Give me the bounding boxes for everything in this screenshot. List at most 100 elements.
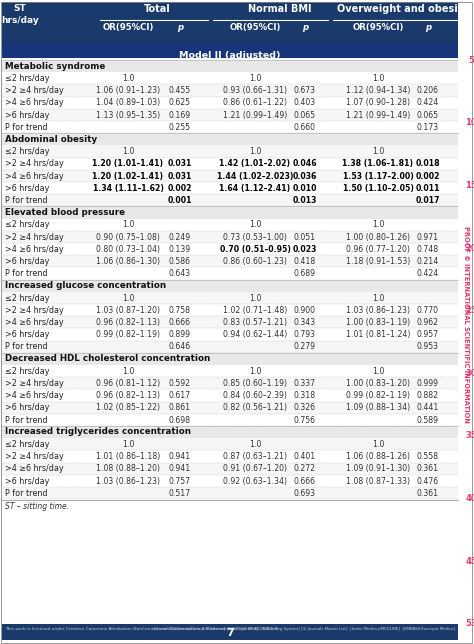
Text: 0.96 (0.82–1.13): 0.96 (0.82–1.13): [96, 391, 160, 400]
Bar: [2, 353, 458, 365]
Text: 0.017: 0.017: [416, 196, 440, 205]
Bar: [2, 206, 458, 218]
Text: Normal BMI: Normal BMI: [248, 4, 312, 14]
Text: 0.941: 0.941: [169, 452, 191, 461]
Text: 1.03 (0.86–1.23): 1.03 (0.86–1.23): [346, 306, 410, 315]
Text: 1.0: 1.0: [372, 74, 384, 83]
Text: >2 ≥4 hrs/day: >2 ≥4 hrs/day: [5, 232, 64, 242]
Bar: [2, 377, 458, 390]
Text: ST – sitting time.: ST – sitting time.: [5, 502, 69, 511]
Text: Increased triglycerides concentration: Increased triglycerides concentration: [5, 428, 191, 437]
Text: 0.586: 0.586: [169, 257, 191, 266]
Text: 0.96 (0.77–1.20): 0.96 (0.77–1.20): [346, 245, 410, 254]
Bar: [2, 365, 458, 377]
Text: Metabolic syndrome: Metabolic syndrome: [5, 61, 105, 70]
Text: 0.617: 0.617: [169, 391, 191, 400]
Text: 1.50 (1.10–2.05): 1.50 (1.10–2.05): [343, 184, 413, 193]
Bar: [2, 109, 458, 121]
Text: 0.337: 0.337: [294, 379, 316, 388]
Text: 0.558: 0.558: [417, 452, 439, 461]
Text: 0.85 (0.60–1.19): 0.85 (0.60–1.19): [223, 379, 287, 388]
Text: 1.21 (0.99–1.49): 1.21 (0.99–1.49): [223, 111, 287, 120]
Text: >4 ≥6 hrs/day: >4 ≥6 hrs/day: [5, 391, 64, 400]
Text: 0.643: 0.643: [169, 269, 191, 278]
Text: 0.036: 0.036: [293, 171, 317, 180]
Bar: [2, 72, 458, 84]
Text: ≤2 hrs/day: ≤2 hrs/day: [5, 294, 49, 303]
Text: >4 ≥6 hrs/day: >4 ≥6 hrs/day: [5, 171, 64, 180]
Bar: [2, 267, 458, 279]
Bar: [2, 475, 458, 487]
Bar: [2, 624, 458, 640]
Text: 1.0: 1.0: [122, 367, 134, 376]
Text: 0.051: 0.051: [294, 232, 316, 242]
Text: [Current Contents/Clinical Medicine]  [SCI Expanded]  [SI Alerting System] [IU J: [Current Contents/Clinical Medicine] [SC…: [154, 627, 455, 631]
Bar: [2, 438, 458, 450]
Text: 0.70 (0.51–0.95): 0.70 (0.51–0.95): [219, 245, 291, 254]
Text: 1.06 (0.86–1.30): 1.06 (0.86–1.30): [96, 257, 160, 266]
Text: 0.023: 0.023: [293, 245, 317, 254]
Text: 0.002: 0.002: [168, 184, 192, 193]
Text: 0.318: 0.318: [294, 391, 316, 400]
Text: 0.96 (0.81–1.12): 0.96 (0.81–1.12): [96, 379, 160, 388]
Text: ≤2 hrs/day: ≤2 hrs/day: [5, 440, 49, 449]
Text: Increased glucose concentration: Increased glucose concentration: [5, 281, 166, 290]
Text: 1.02 (0.71–1.48): 1.02 (0.71–1.48): [223, 306, 287, 315]
Text: 0.013: 0.013: [293, 196, 317, 205]
Text: >4 ≥6 hrs/day: >4 ≥6 hrs/day: [5, 99, 64, 108]
Text: P for trend: P for trend: [5, 123, 47, 132]
Bar: [2, 402, 458, 414]
Text: Model II (adjusted): Model II (adjusted): [179, 51, 281, 60]
Bar: [2, 487, 458, 499]
Text: P for trend: P for trend: [5, 415, 47, 424]
Bar: [2, 194, 458, 206]
Text: 1.02 (0.85–1.22): 1.02 (0.85–1.22): [96, 403, 160, 412]
Text: 0.86 (0.61–1.22): 0.86 (0.61–1.22): [223, 99, 287, 108]
Text: 1.09 (0.88–1.34): 1.09 (0.88–1.34): [346, 403, 410, 412]
Text: 0.882: 0.882: [417, 391, 439, 400]
Text: Overweight and obesity: Overweight and obesity: [337, 4, 469, 14]
Text: 0.065: 0.065: [417, 111, 439, 120]
Text: 0.73 (0.53–1.00): 0.73 (0.53–1.00): [223, 232, 287, 242]
Text: 0.424: 0.424: [417, 269, 439, 278]
Text: >6 hrs/day: >6 hrs/day: [5, 477, 49, 486]
Text: 0.770: 0.770: [417, 306, 439, 315]
Text: 1.01 (0.81–1.24): 1.01 (0.81–1.24): [346, 330, 410, 339]
Text: 0.517: 0.517: [169, 489, 191, 498]
Text: 0.758: 0.758: [169, 306, 191, 315]
Text: 5: 5: [468, 55, 474, 64]
Text: 1.20 (1.01–1.41): 1.20 (1.01–1.41): [92, 160, 164, 168]
Text: 0.592: 0.592: [169, 379, 191, 388]
Text: 0.031: 0.031: [168, 171, 192, 180]
Text: ≤2 hrs/day: ≤2 hrs/day: [5, 74, 49, 83]
Text: 1.0: 1.0: [372, 220, 384, 229]
Text: 0.326: 0.326: [294, 403, 316, 412]
Text: >6 hrs/day: >6 hrs/day: [5, 403, 49, 412]
Text: 1.06 (0.91–1.23): 1.06 (0.91–1.23): [96, 86, 160, 95]
Text: 15: 15: [465, 181, 474, 190]
Text: 0.589: 0.589: [417, 415, 439, 424]
Text: OR(95%CI): OR(95%CI): [352, 23, 404, 32]
Text: 0.757: 0.757: [169, 477, 191, 486]
Text: 0.279: 0.279: [294, 343, 316, 352]
Text: 0.169: 0.169: [169, 111, 191, 120]
Text: 1.08 (0.87–1.33): 1.08 (0.87–1.33): [346, 477, 410, 486]
Text: 0.139: 0.139: [169, 245, 191, 254]
Text: 0.476: 0.476: [417, 477, 439, 486]
Text: 0.86 (0.60–1.23): 0.86 (0.60–1.23): [223, 257, 287, 266]
Text: 0.018: 0.018: [416, 160, 440, 168]
Text: 0.953: 0.953: [417, 343, 439, 352]
Text: >6 hrs/day: >6 hrs/day: [5, 257, 49, 266]
Text: >6 hrs/day: >6 hrs/day: [5, 184, 49, 193]
Text: 1.0: 1.0: [249, 367, 261, 376]
Text: 0.999: 0.999: [417, 379, 439, 388]
Text: 0.861: 0.861: [169, 403, 191, 412]
Bar: [2, 390, 458, 402]
Bar: [2, 97, 458, 109]
Text: 1.0: 1.0: [249, 74, 261, 83]
Text: >4 ≥6 hrs/day: >4 ≥6 hrs/day: [5, 318, 64, 327]
Text: 0.031: 0.031: [168, 160, 192, 168]
Text: 25: 25: [465, 306, 474, 315]
Text: 1.0: 1.0: [122, 440, 134, 449]
Text: 0.361: 0.361: [417, 464, 439, 473]
